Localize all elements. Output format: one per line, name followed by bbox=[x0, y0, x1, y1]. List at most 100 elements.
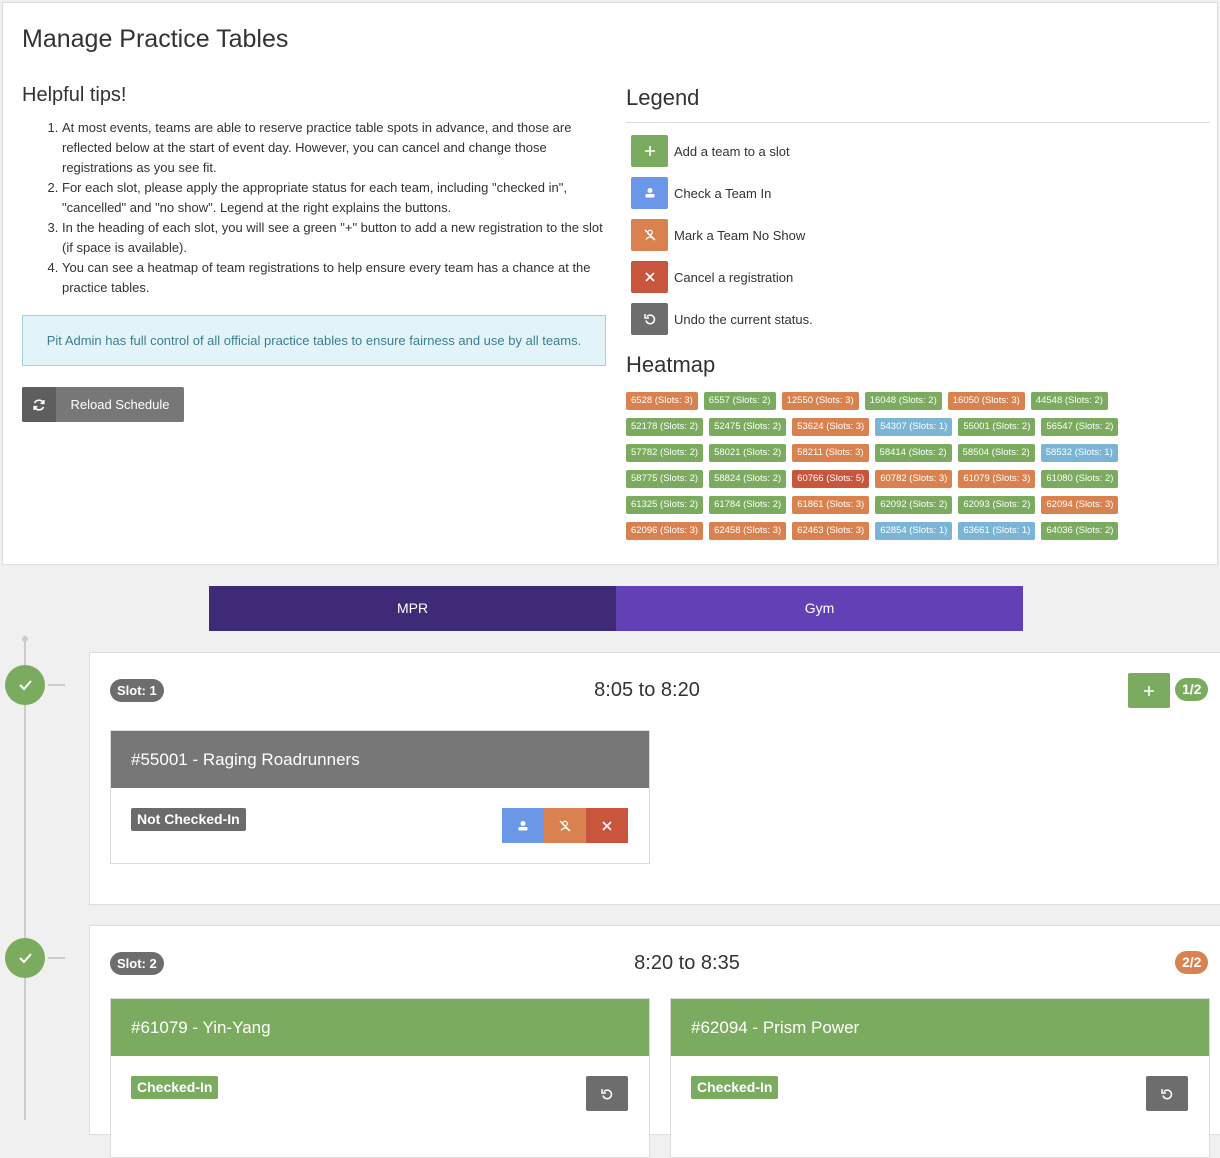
info-box: Pit Admin has full control of all offici… bbox=[22, 315, 606, 366]
slot-card: Slot: 1 8:05 to 8:20 1/2 #55001 - Raging Ro… bbox=[89, 652, 1220, 905]
slot-time: 8:05 to 8:20 bbox=[594, 679, 700, 701]
legend-icon bbox=[631, 177, 668, 209]
heatmap-chip: 56547 (Slots: 2) bbox=[1041, 418, 1119, 436]
reload-label: Reload Schedule bbox=[70, 397, 170, 412]
heatmap-chip: 58021 (Slots: 2) bbox=[709, 444, 787, 462]
cancel-button[interactable] bbox=[586, 808, 628, 843]
heatmap-chip: 16050 (Slots: 3) bbox=[947, 392, 1025, 410]
legend-item: Cancel a registration bbox=[631, 261, 793, 293]
slot-badge: Slot: 1 bbox=[110, 679, 164, 702]
icon bbox=[518, 820, 528, 830]
icon bbox=[643, 314, 655, 325]
team-status: Checked-In bbox=[691, 1076, 779, 1099]
heatmap-chip: 16048 (Slots: 2) bbox=[864, 392, 942, 410]
team-status: Not Checked-In bbox=[131, 808, 246, 831]
page-title: Manage Practice Tables bbox=[22, 25, 289, 53]
heatmap-chip: 58211 (Slots: 3) bbox=[792, 444, 869, 462]
heatmap-chip: 61325 (Slots: 2) bbox=[626, 496, 704, 514]
tip: For each slot, please apply the appropri… bbox=[62, 178, 605, 218]
heatmap-chip: 61080 (Slots: 2) bbox=[1041, 470, 1119, 488]
legend-title: Legend bbox=[626, 85, 700, 110]
tip: In the heading of each slot, you will se… bbox=[62, 218, 605, 258]
heatmap-chip: 62458 (Slots: 3) bbox=[709, 522, 787, 540]
heatmap-chip: 62094 (Slots: 3) bbox=[1041, 496, 1119, 514]
heatmap-chip: 62463 (Slots: 3) bbox=[792, 522, 870, 540]
tab[interactable]: MPR bbox=[209, 586, 616, 631]
undo-button[interactable] bbox=[1146, 1076, 1188, 1111]
icon bbox=[559, 820, 571, 831]
heatmap: 6528 (Slots: 3) 6557 (Slots: 2) 12550 (Slo… bbox=[626, 392, 1216, 548]
slot-badge: Slot: 2 bbox=[110, 952, 164, 975]
legend-item: Undo the current status. bbox=[631, 303, 813, 335]
heatmap-row: 57782 (Slots: 2) 58021 (Slots: 2) 58211 (S… bbox=[626, 444, 1216, 470]
legend-item: Mark a Team No Show bbox=[631, 219, 805, 251]
legend-label: Mark a Team No Show bbox=[674, 227, 806, 243]
icon bbox=[602, 820, 612, 831]
legend-label: Check a Team In bbox=[674, 185, 772, 201]
team-card: #55001 - Raging Roadrunners Not Checked-I… bbox=[110, 730, 650, 864]
heatmap-chip: 6557 (Slots: 2) bbox=[703, 392, 776, 410]
heatmap-chip: 60782 (Slots: 3) bbox=[875, 470, 953, 488]
heatmap-chip: 61784 (Slots: 2) bbox=[709, 496, 787, 514]
heatmap-chip: 55001 (Slots: 2) bbox=[958, 418, 1036, 436]
legend-label: Add a team to a slot bbox=[674, 143, 790, 159]
timeline bbox=[5, 636, 65, 1120]
heatmap-chip: 58532 (Slots: 1) bbox=[1040, 444, 1118, 462]
heatmap-chip: 63661 (Slots: 1) bbox=[958, 522, 1036, 540]
heatmap-chip: 62092 (Slots: 2) bbox=[875, 496, 953, 514]
icon bbox=[644, 146, 655, 156]
team-card: #61079 - Yin-Yang Checked-In bbox=[110, 998, 650, 1158]
noshow-button[interactable] bbox=[544, 808, 586, 843]
icon bbox=[644, 272, 655, 282]
team-status: Checked-In bbox=[131, 1076, 219, 1099]
legend-icon bbox=[631, 303, 668, 335]
tips-title: Helpful tips! bbox=[22, 84, 127, 106]
heatmap-row: 52178 (Slots: 2) 52475 (Slots: 2) 53624 (S… bbox=[626, 418, 1216, 444]
tip: You can see a heatmap of team registrati… bbox=[62, 258, 605, 298]
heatmap-chip: 60766 (Slots: 5) bbox=[792, 470, 870, 488]
icon bbox=[1161, 1088, 1173, 1099]
team-name: #61079 - Yin-Yang bbox=[111, 999, 649, 1056]
heatmap-chip: 6528 (Slots: 3) bbox=[626, 392, 698, 410]
legend-label: Undo the current status. bbox=[674, 311, 813, 327]
page: Manage Practice Tables Helpful tips! At … bbox=[0, 0, 1220, 1120]
team-card: #62094 - Prism Power Checked-In bbox=[670, 998, 1210, 1158]
heatmap-chip: 58775 (Slots: 2) bbox=[626, 470, 704, 488]
heatmap-chip: 52178 (Slots: 2) bbox=[626, 418, 704, 436]
slot-count: 1/2 bbox=[1175, 678, 1209, 701]
icon bbox=[645, 188, 654, 198]
reload-icon bbox=[22, 387, 56, 422]
team-name: #62094 - Prism Power bbox=[671, 999, 1209, 1056]
slot-time: 8:20 to 8:35 bbox=[634, 952, 740, 974]
reload-button[interactable]: Reload Schedule bbox=[22, 387, 184, 422]
checkin-button[interactable] bbox=[502, 808, 544, 843]
slot-card: Slot: 2 8:20 to 8:35 2/2 #61079 - Yin-Yang C… bbox=[89, 925, 1220, 1158]
legend-icon bbox=[631, 261, 668, 293]
heatmap-chip: 12550 (Slots: 3) bbox=[781, 392, 859, 410]
heatmap-chip: 52475 (Slots: 2) bbox=[709, 418, 787, 436]
heatmap-chip: 58504 (Slots: 2) bbox=[957, 444, 1035, 462]
heatmap-chip: 62854 (Slots: 1) bbox=[875, 522, 953, 540]
tab[interactable]: Gym bbox=[616, 586, 1023, 631]
add-team-button[interactable] bbox=[1128, 673, 1170, 708]
heatmap-chip: 58414 (Slots: 2) bbox=[874, 444, 952, 462]
heatmap-title: Heatmap bbox=[626, 352, 716, 377]
divider bbox=[626, 122, 1210, 123]
heatmap-chip: 57782 (Slots: 2) bbox=[626, 444, 704, 462]
legend-label: Cancel a registration bbox=[674, 269, 794, 285]
legend-icon bbox=[631, 219, 668, 251]
heatmap-chip: 44548 (Slots: 2) bbox=[1030, 392, 1108, 410]
heatmap-chip: 54307 (Slots: 1) bbox=[875, 418, 953, 436]
icon bbox=[601, 1088, 613, 1099]
heatmap-chip: 61079 (Slots: 3) bbox=[958, 470, 1036, 488]
undo-button[interactable] bbox=[586, 1076, 628, 1111]
heatmap-row: 61325 (Slots: 2) 61784 (Slots: 2) 61861 (S… bbox=[626, 496, 1216, 522]
team-name: #55001 - Raging Roadrunners bbox=[111, 731, 649, 788]
heatmap-chip: 53624 (Slots: 3) bbox=[792, 418, 870, 436]
heatmap-row: 58775 (Slots: 2) 58824 (Slots: 2) 60766 (S… bbox=[626, 470, 1216, 496]
legend-item: Check a Team In bbox=[631, 177, 771, 209]
heatmap-row: 6528 (Slots: 3) 6557 (Slots: 2) 12550 (Slo… bbox=[626, 392, 1216, 418]
heatmap-chip: 64036 (Slots: 2) bbox=[1041, 522, 1119, 540]
tip: At most events, teams are able to reserv… bbox=[62, 118, 605, 178]
slot-count: 2/2 bbox=[1175, 951, 1209, 974]
